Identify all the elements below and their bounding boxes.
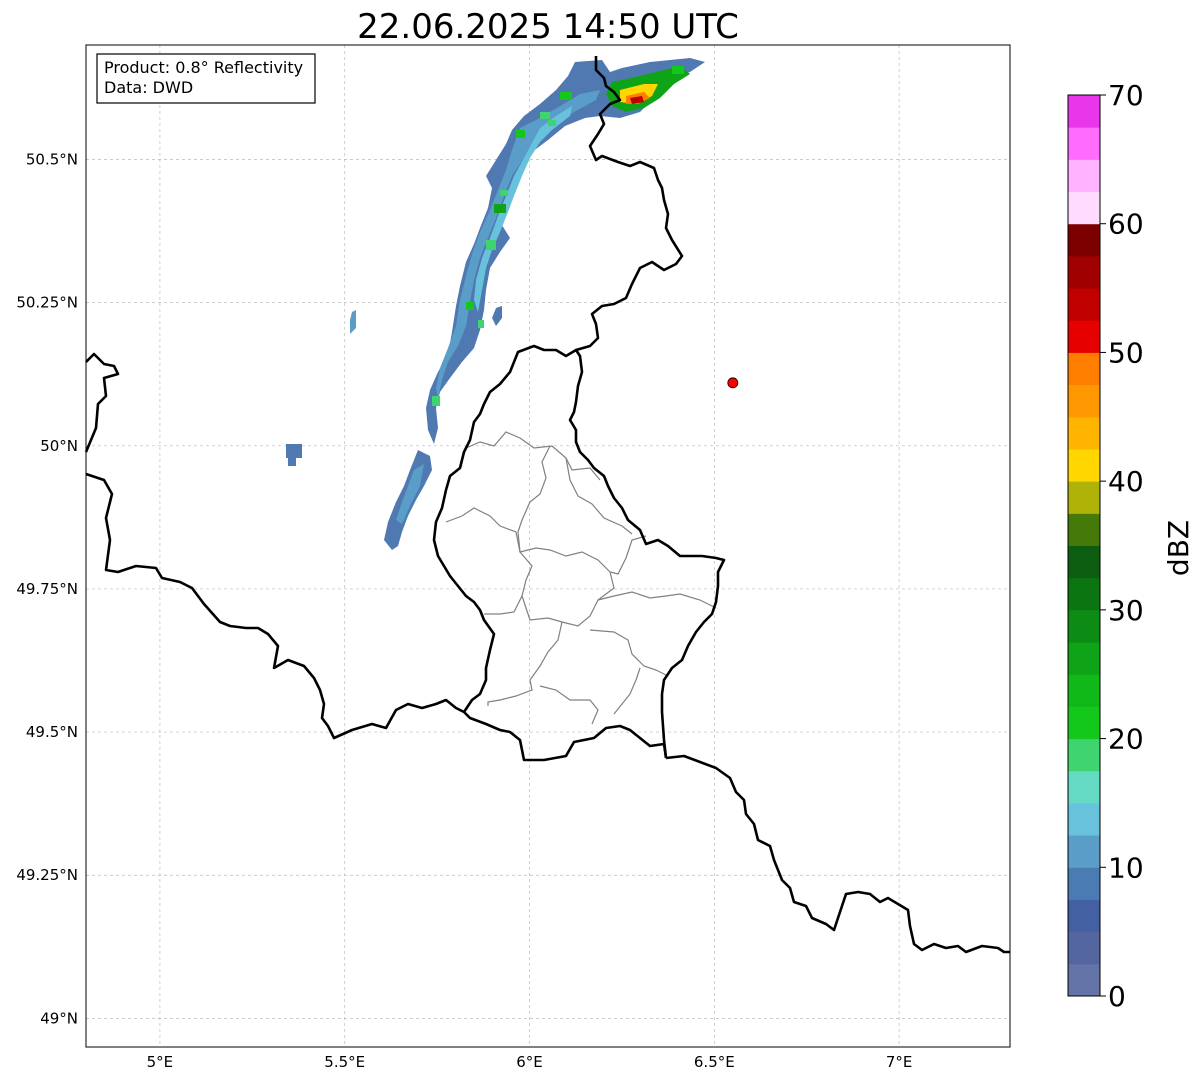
radar-cell — [466, 302, 474, 310]
colorbar-tick-label: 10 — [1108, 851, 1144, 884]
colorbar-segment — [1068, 674, 1100, 707]
radar-site-marker — [727, 377, 739, 389]
x-axis-ticks: 5°E 5.5°E 6°E 6.5°E 7°E — [147, 1053, 913, 1071]
country-borders — [84, 56, 1010, 954]
colorbar-segment — [1068, 963, 1100, 997]
y-tick-label: 50.25°N — [16, 294, 78, 312]
colorbar-segment — [1068, 255, 1100, 289]
y-tick-label: 50.5°N — [26, 151, 78, 169]
colorbar-ticks: 0 10 20 30 40 50 60 70 — [1100, 79, 1144, 1013]
colorbar-tick-label: 30 — [1108, 594, 1144, 627]
info-product: Product: 0.8° Reflectivity — [104, 58, 303, 77]
radar-echo-south — [396, 464, 424, 524]
radar-cell — [478, 320, 484, 328]
radar-cell — [494, 204, 506, 213]
colorbar-tick-label: 50 — [1108, 336, 1144, 369]
radar-cell — [500, 190, 508, 196]
radar-echo-small — [350, 310, 356, 334]
map-area — [84, 44, 1011, 1048]
radar-cell — [548, 120, 556, 126]
radar-echoes — [286, 58, 705, 550]
gridlines — [86, 45, 1010, 1047]
y-tick-label: 49°N — [40, 1009, 78, 1027]
colorbar-segment — [1068, 352, 1100, 386]
info-box: Product: 0.8° Reflectivity Data: DWD — [96, 53, 316, 104]
x-tick-label: 6.5°E — [694, 1053, 735, 1071]
map-frame — [85, 44, 1011, 1048]
colorbar-segment — [1068, 288, 1100, 321]
radar-echo-small — [288, 456, 296, 466]
colorbar-segment — [1068, 513, 1100, 546]
colorbar-label: dBZ — [1162, 520, 1195, 576]
colorbar-segment — [1068, 802, 1100, 836]
radar-cell — [516, 130, 525, 138]
colorbar-segment — [1068, 931, 1100, 965]
info-data-source: Data: DWD — [104, 78, 193, 97]
radar-echo-small — [286, 444, 302, 458]
colorbar-segment — [1068, 577, 1100, 611]
colorbar — [1067, 94, 1101, 997]
radar-cell — [432, 396, 440, 406]
y-tick-label: 50°N — [40, 437, 78, 455]
y-axis-ticks: 50.5°N 50.25°N 50°N 49.75°N 49.5°N 49.25°N 49°… — [16, 151, 78, 1028]
colorbar-segment — [1068, 416, 1100, 450]
admin-boundaries — [445, 431, 717, 725]
map-title: 22.06.2025 14:50 UTC — [357, 7, 739, 47]
colorbar-segment — [1068, 545, 1100, 579]
colorbar-tick-label: 0 — [1108, 980, 1126, 1013]
x-tick-label: 6°E — [516, 1053, 543, 1071]
colorbar-segment — [1068, 159, 1100, 193]
colorbar-segment — [1068, 642, 1100, 675]
x-tick-label: 5°E — [147, 1053, 174, 1071]
colorbar-segment — [1068, 95, 1100, 128]
x-tick-label: 7°E — [886, 1053, 913, 1071]
colorbar-segment — [1068, 320, 1100, 353]
colorbar-segment — [1068, 481, 1100, 514]
colorbar-tick-label: 20 — [1108, 723, 1144, 756]
colorbar-segment — [1068, 384, 1100, 418]
radar-echo-band-inner — [436, 90, 600, 398]
colorbar-segment — [1068, 835, 1100, 868]
colorbar-frame — [1067, 94, 1101, 997]
colorbar-tick-label: 70 — [1108, 79, 1144, 112]
y-tick-label: 49.25°N — [16, 866, 78, 884]
radar-echo-core — [630, 96, 644, 104]
radar-cell — [560, 92, 572, 100]
y-tick-label: 49.75°N — [16, 580, 78, 598]
radar-cell — [486, 240, 496, 250]
colorbar-segment — [1068, 448, 1100, 482]
radar-cell — [672, 66, 684, 74]
x-tick-label: 5.5°E — [324, 1053, 365, 1071]
y-tick-label: 49.5°N — [26, 723, 78, 741]
colorbar-segment — [1068, 127, 1100, 160]
colorbar-tick-label: 40 — [1108, 465, 1144, 498]
radar-echo-small — [492, 306, 502, 326]
colorbar-segment — [1068, 609, 1100, 643]
colorbar-segment — [1068, 770, 1100, 804]
colorbar-segment — [1068, 867, 1100, 900]
colorbar-segment — [1068, 706, 1100, 740]
colorbar-segment — [1068, 738, 1100, 772]
colorbar-tick-label: 60 — [1108, 208, 1144, 241]
radar-cell — [540, 112, 550, 119]
colorbar-segment — [1068, 223, 1100, 257]
colorbar-segment — [1068, 899, 1100, 933]
colorbar-segment — [1068, 191, 1100, 225]
